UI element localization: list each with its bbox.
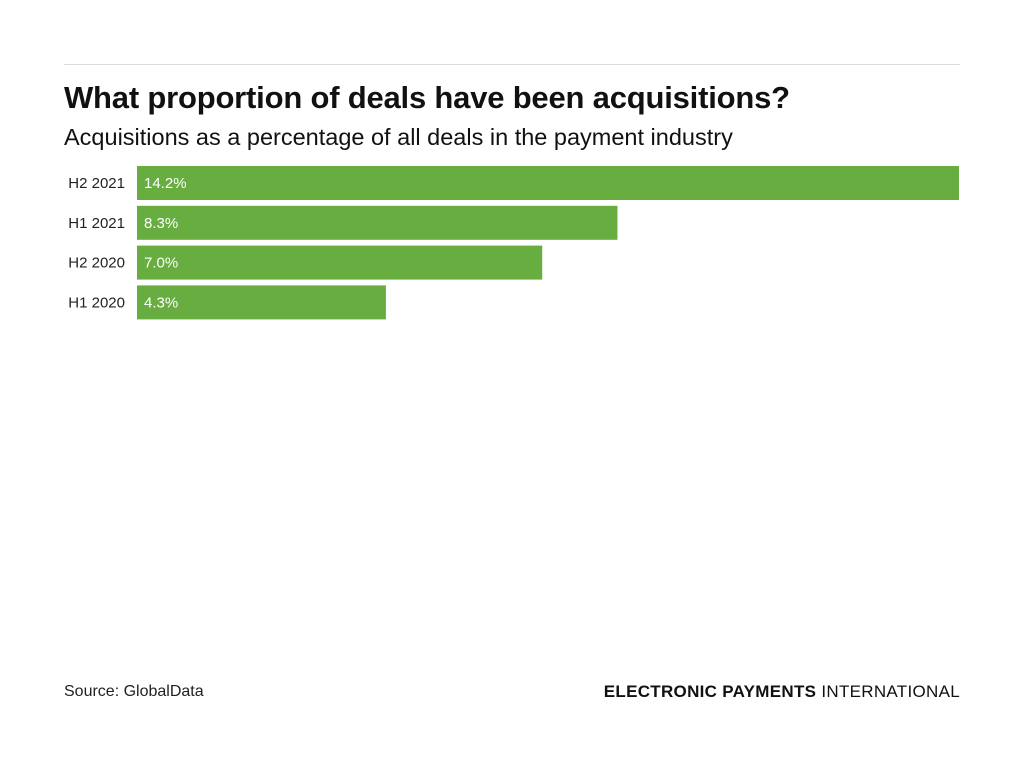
brand-bold: ELECTRONIC PAYMENTS bbox=[603, 682, 817, 701]
data-label: 4.3% bbox=[144, 294, 178, 311]
bar-chart: H2 2021 14.2% H1 2021 8.3% H2 2020 7.0% H1 202… bbox=[68, 166, 959, 320]
data-label: 8.3% bbox=[144, 215, 178, 232]
category-label: H2 2020 bbox=[68, 255, 125, 272]
bar bbox=[137, 166, 959, 200]
top-divider bbox=[64, 64, 960, 65]
chart-title: What proportion of deals have been acqui… bbox=[64, 80, 790, 115]
bar bbox=[137, 285, 386, 320]
category-label: H2 2021 bbox=[68, 175, 125, 192]
bar bbox=[137, 245, 543, 280]
publisher-logo: ELECTRONIC PAYMENTS INTERNATIONAL bbox=[604, 682, 960, 702]
data-label: 14.2% bbox=[144, 175, 187, 192]
bar bbox=[137, 205, 618, 240]
chart-subtitle: Acquisitions as a percentage of all deal… bbox=[64, 124, 733, 150]
data-label: 7.0% bbox=[144, 255, 178, 272]
category-label: H1 2021 bbox=[68, 215, 125, 232]
category-label: H1 2020 bbox=[68, 294, 125, 311]
source-note: Source: GlobalData bbox=[64, 683, 204, 700]
brand-light: INTERNATIONAL bbox=[821, 682, 960, 701]
